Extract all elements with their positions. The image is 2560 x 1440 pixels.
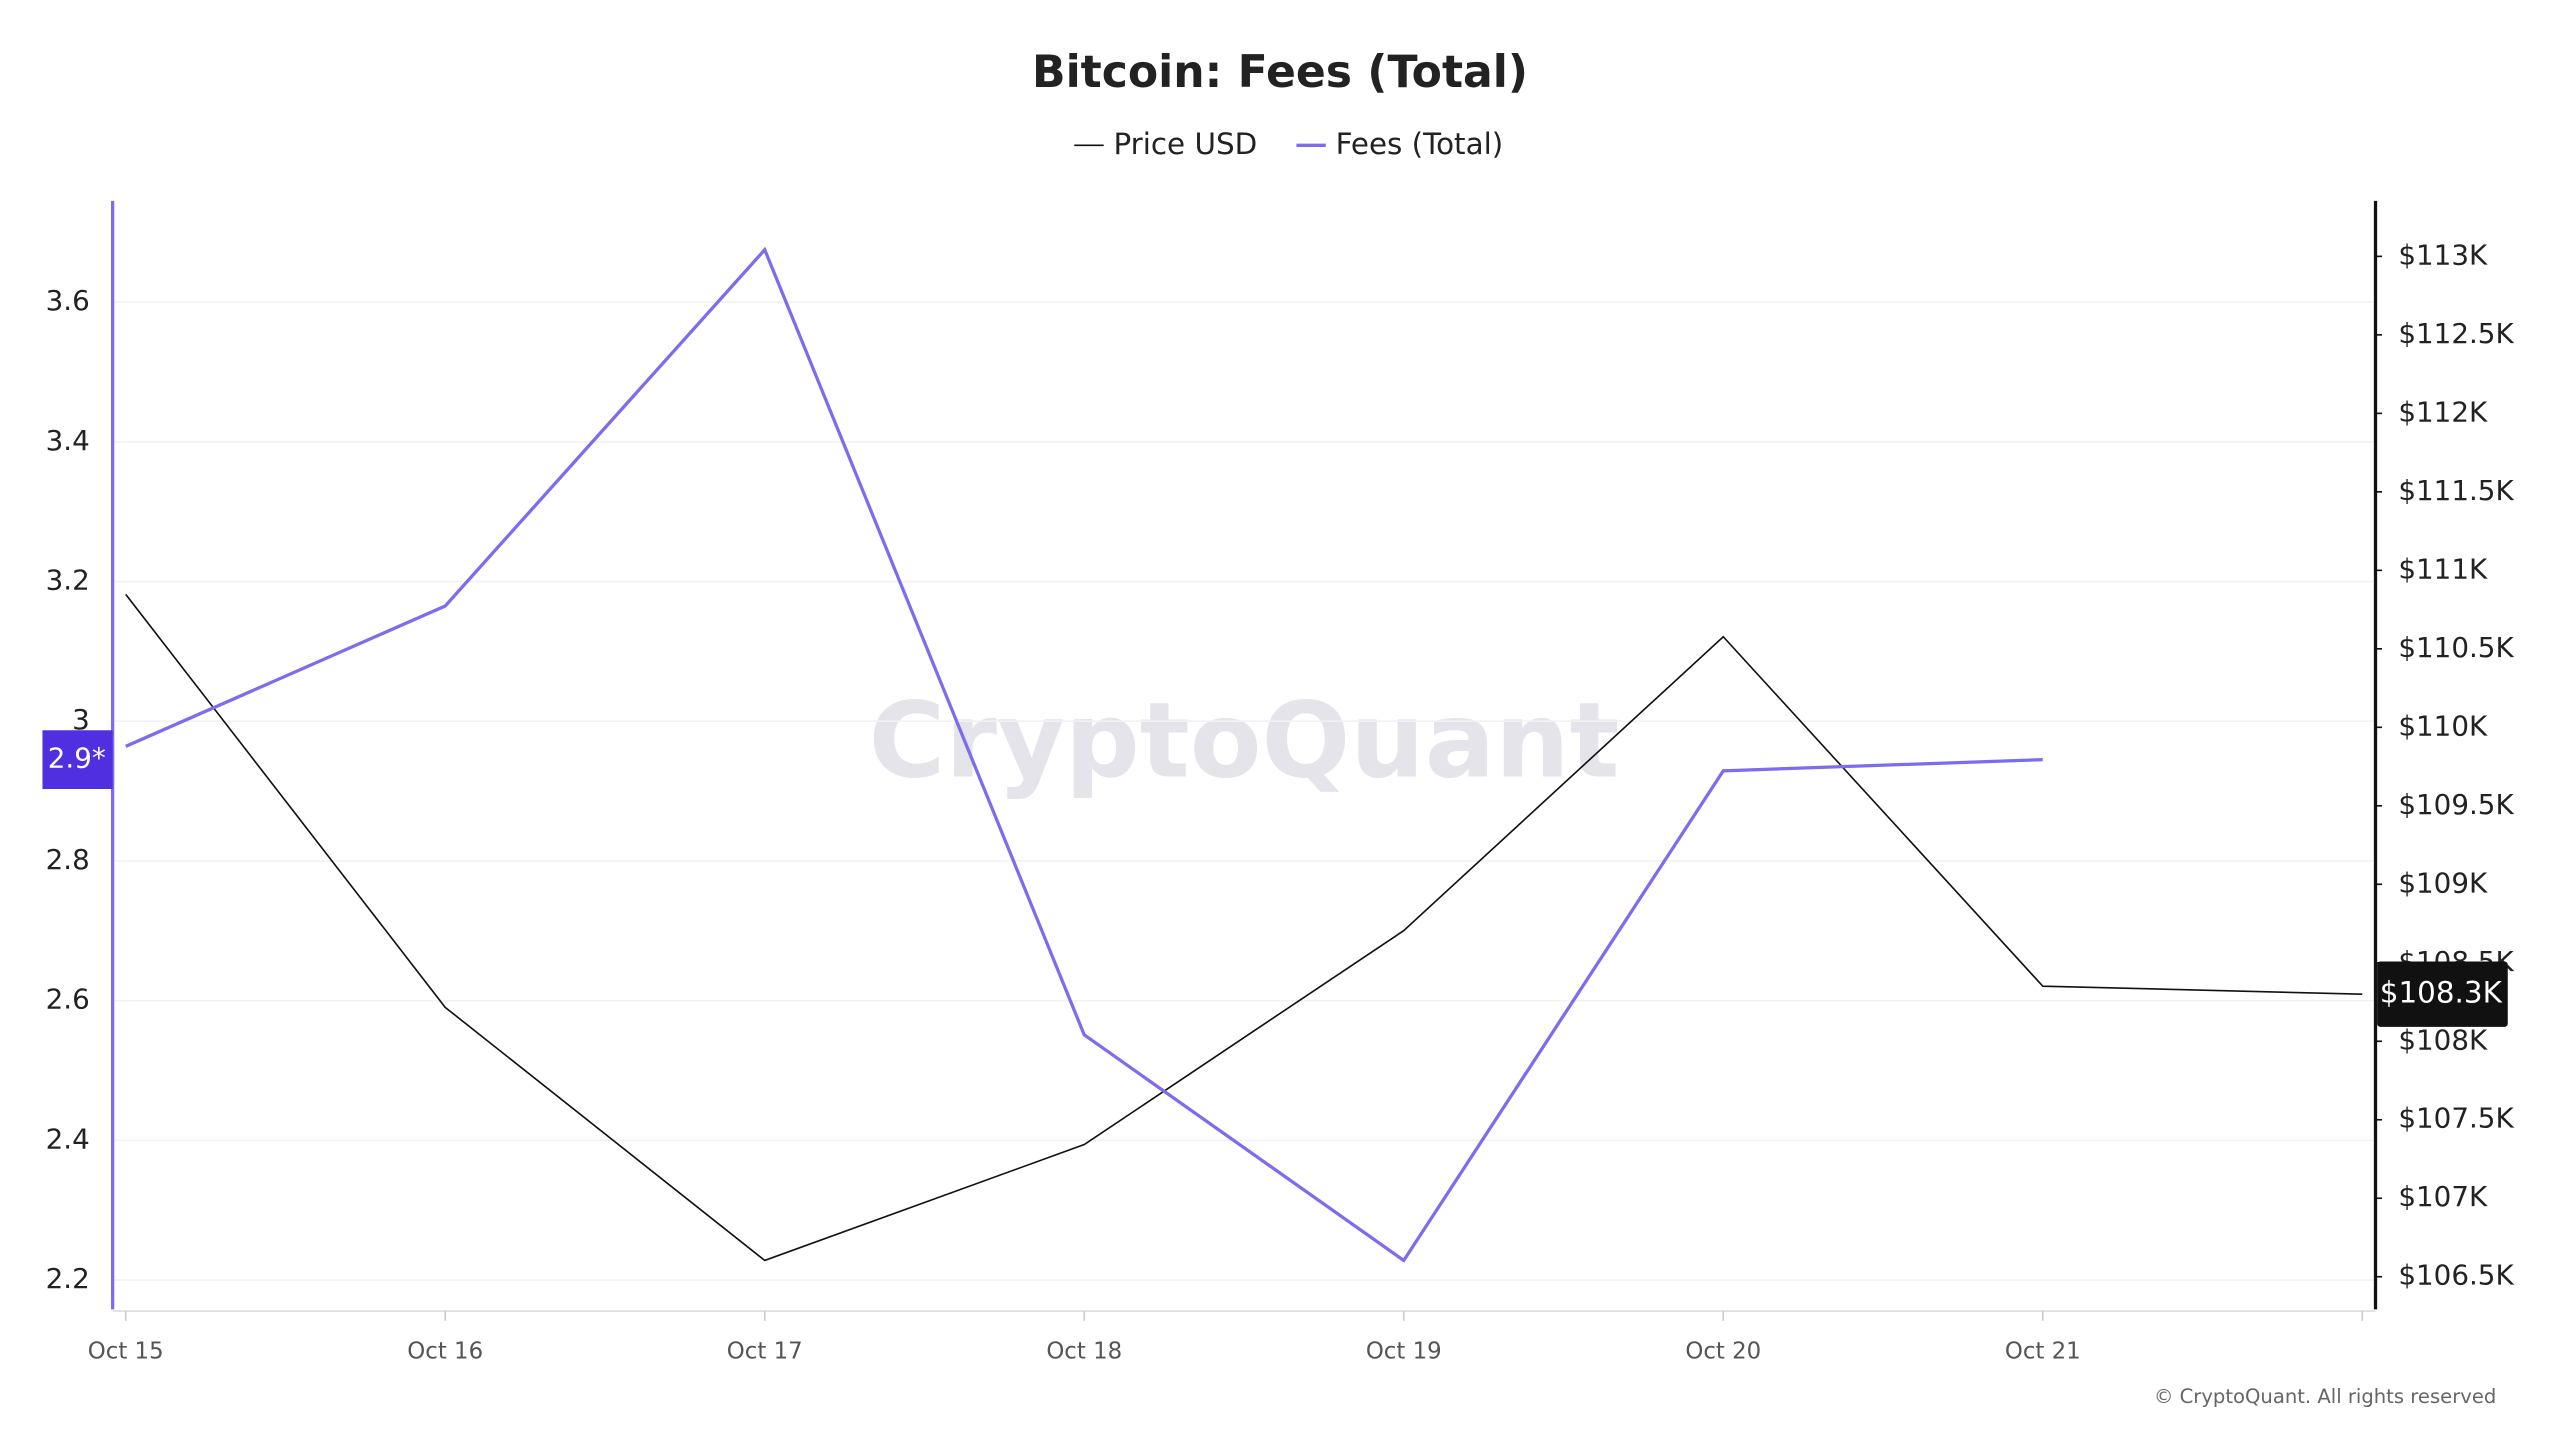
x-tick-label: Oct 21	[2005, 1338, 2081, 1364]
y2-tick-label: $110.5K	[2398, 631, 2514, 664]
y2-tick-label: $107K	[2398, 1180, 2488, 1213]
y2-tick-label: $109.5K	[2398, 788, 2514, 821]
x-tick-label: Oct 19	[1366, 1338, 1442, 1364]
watermark: CryptoQuant	[869, 680, 1620, 802]
y-tick-label: 3.6	[46, 284, 90, 317]
y2-tick-label: $109K	[2398, 866, 2488, 899]
y2-tick-label: $110K	[2398, 709, 2488, 742]
series-line	[125, 593, 2363, 1262]
y-tick-label: 2.8	[46, 843, 90, 876]
legend-label: Price USD	[1113, 127, 1257, 161]
y2-tick-label: $113K	[2398, 238, 2488, 271]
y2-tick-label: $106.5K	[2398, 1259, 2514, 1292]
y-tick-label: 3.4	[46, 424, 90, 457]
y-tick-label: 2.6	[46, 983, 90, 1016]
x-tick-label: Oct 15	[88, 1338, 164, 1364]
x-tick-label: Oct 18	[1046, 1338, 1122, 1364]
y2-tick-label: $111K	[2398, 552, 2488, 585]
y-tick-label: 3	[72, 703, 90, 736]
y2-tick-label: $108K	[2398, 1023, 2488, 1056]
value-badge	[42, 730, 113, 790]
copyright: © CryptoQuant. All rights reserved	[2154, 1385, 2496, 1408]
y2-tick-label: $112K	[2398, 395, 2488, 428]
value-badge	[2377, 961, 2508, 1027]
series-line	[125, 246, 2043, 1263]
y2-tick-label: $107.5K	[2398, 1102, 2514, 1135]
y2-tick-label: $111.5K	[2398, 474, 2514, 507]
chart-title: Bitcoin: Fees (Total)	[1032, 47, 1528, 98]
y-tick-label: 3.2	[46, 564, 90, 597]
x-tick-label: Oct 20	[1685, 1338, 1761, 1364]
y-tick-label: 2.4	[46, 1122, 90, 1155]
value-label: $108.3K	[2380, 976, 2503, 1010]
y-tick-label: 2.2	[46, 1262, 90, 1295]
y2-tick-label: $112.5K	[2398, 317, 2514, 350]
x-tick-label: Oct 17	[727, 1338, 803, 1364]
x-tick-label: Oct 16	[407, 1338, 483, 1364]
legend-label: Fees (Total)	[1336, 127, 1504, 161]
value-label: 2.9*	[48, 742, 106, 775]
